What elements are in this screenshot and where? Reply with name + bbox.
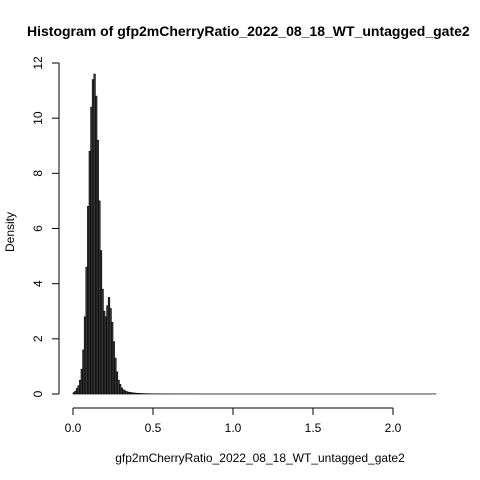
y-tick-label: 12 [31, 56, 45, 70]
y-tick-label: 2 [31, 335, 45, 342]
x-tick-label: 0.0 [65, 421, 82, 435]
y-tick-label: 6 [31, 225, 45, 232]
x-tick-label: 0.5 [145, 421, 162, 435]
y-tick-label: 0 [31, 390, 45, 397]
y-tick-label: 8 [31, 170, 45, 177]
x-axis-ticks: 0.0 0.5 1.0 1.5 2.0 [65, 408, 402, 435]
histogram-bars [72, 73, 437, 395]
y-axis-label: Density [3, 212, 17, 252]
y-axis-ticks: 0 2 4 6 8 10 12 [31, 56, 59, 397]
x-axis-label: gfp2mCherryRatio_2022_08_18_WT_untagged_… [115, 451, 405, 465]
x-tick-label: 2.0 [385, 421, 402, 435]
y-tick-label: 4 [31, 280, 45, 287]
x-tick-label: 1.0 [225, 421, 242, 435]
y-tick-label: 10 [31, 111, 45, 125]
chart-title: Histogram of gfp2mCherryRatio_2022_08_18… [27, 23, 470, 39]
x-tick-label: 1.5 [305, 421, 322, 435]
